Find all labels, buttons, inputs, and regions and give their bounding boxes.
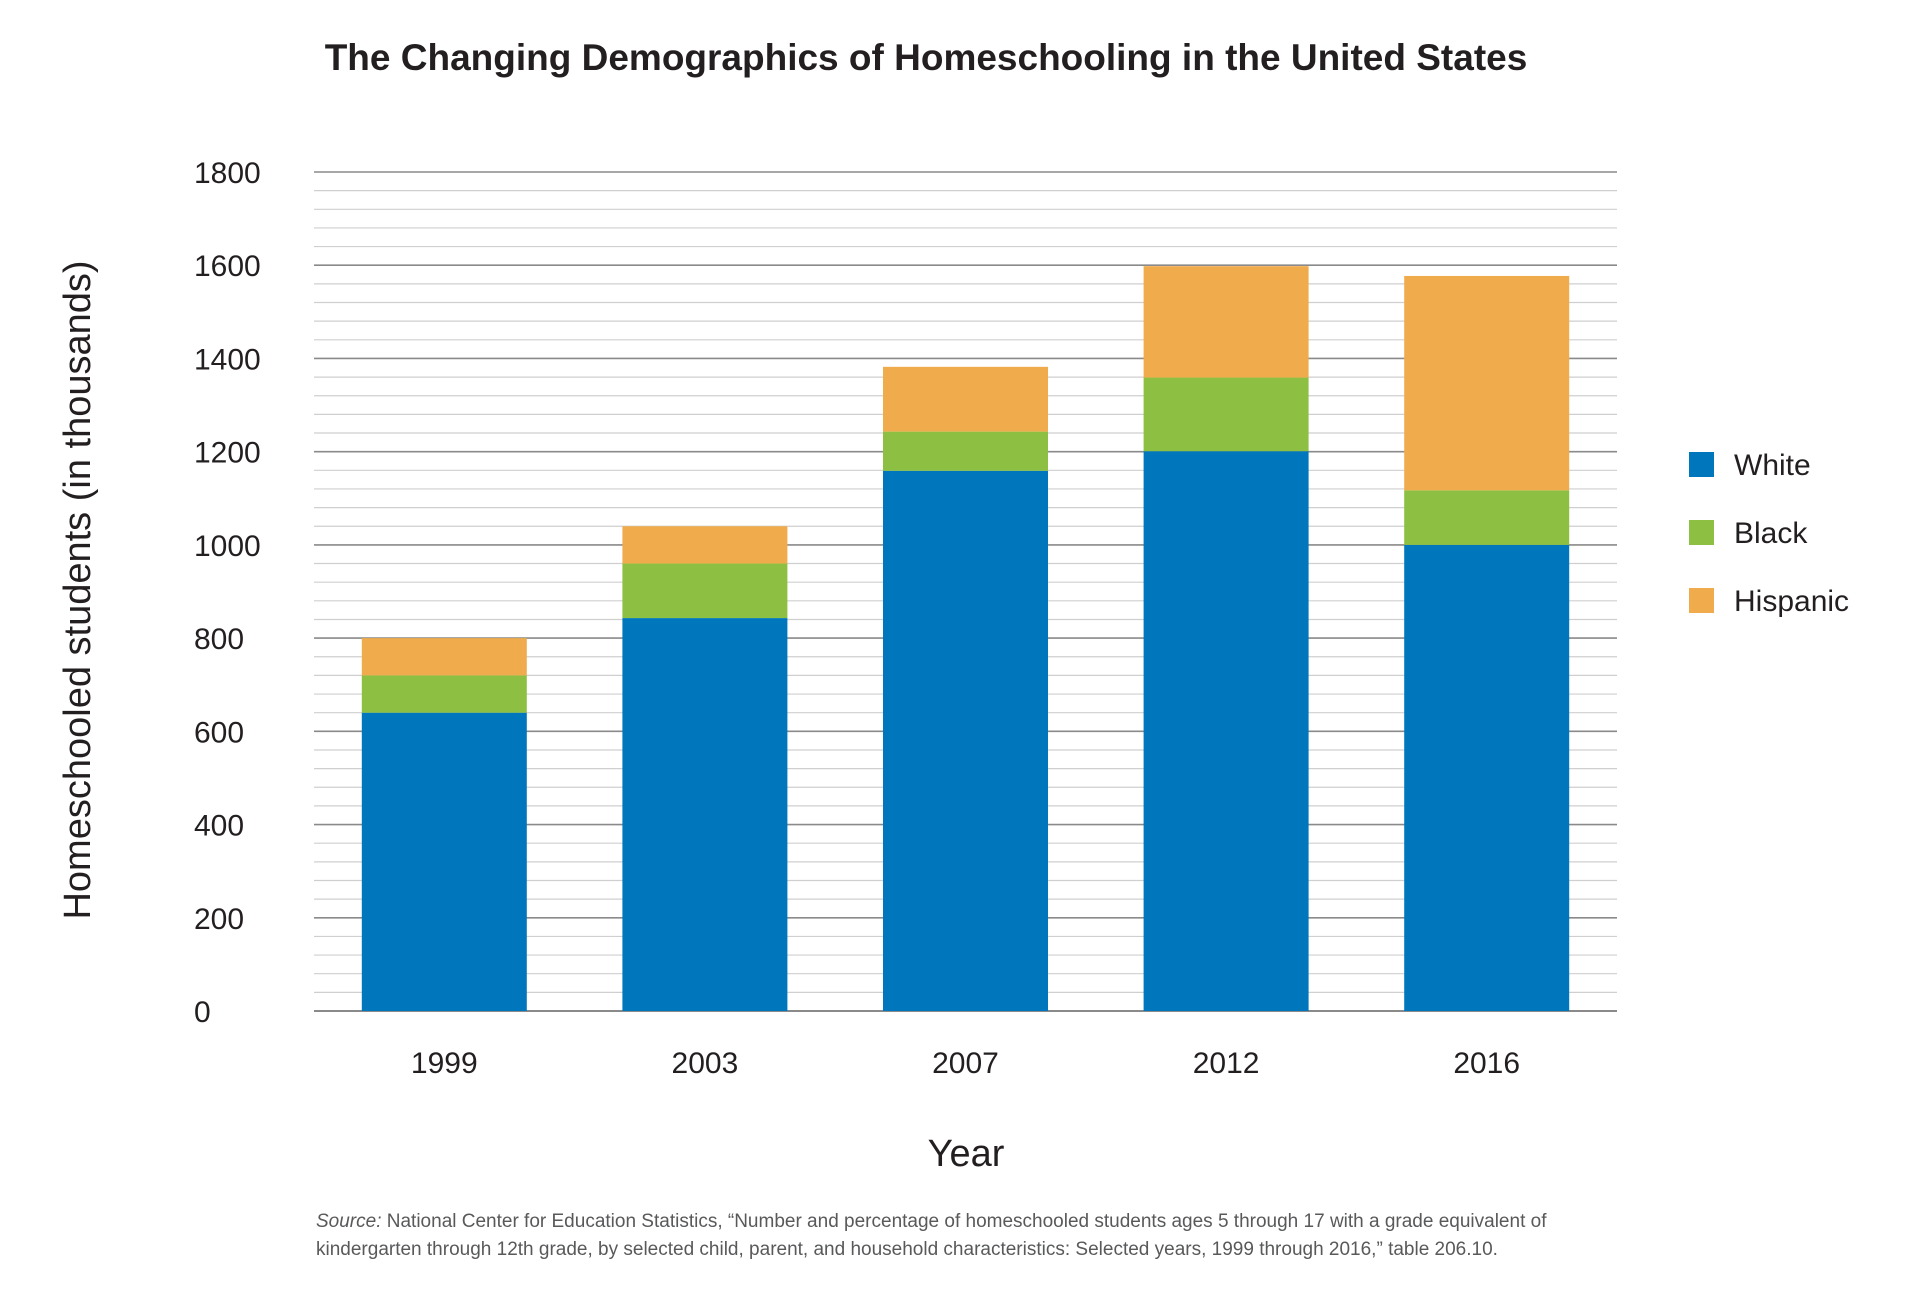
bars [361,266,1570,1011]
y-tick-label: 800 [194,623,244,656]
bar-hispanic-2007 [883,366,1048,432]
bar-black-2016 [1404,490,1570,545]
chart-title: The Changing Demographics of Homeschooli… [325,37,1528,78]
legend: White Black Hispanic [1689,449,1849,618]
x-tick-label: 2003 [672,1047,739,1080]
legend-label-white: White [1734,449,1811,482]
legend-swatch-black [1689,520,1714,545]
y-tick-label: 1800 [194,157,261,190]
x-tick-labels: 1999 2003 2007 2012 2016 [411,1047,1520,1080]
bar-hispanic-2016 [1404,275,1570,491]
bar-black-2012 [1143,377,1309,452]
bar-black-1999 [361,675,527,713]
source-text: National Center for Education Statistics… [316,1211,1547,1260]
bar-white-2003 [622,618,788,1011]
x-tick-label: 1999 [411,1047,478,1080]
y-tick-label: 1000 [194,530,261,563]
bar-white-2016 [1404,544,1570,1011]
bar-hispanic-1999 [361,638,527,676]
bar-black-2003 [622,563,788,619]
source-label: Source: [316,1211,382,1232]
legend-swatch-white [1689,452,1714,477]
bar-black-2007 [883,431,1048,471]
x-tick-label: 2012 [1193,1047,1260,1080]
x-tick-label: 2007 [932,1047,999,1080]
y-tick-label: 1400 [194,343,261,376]
y-tick-label: 1600 [194,250,261,283]
bar-white-1999 [361,712,527,1011]
y-tick-label: 0 [194,996,211,1029]
bar-white-2007 [883,470,1048,1011]
x-tick-label: 2016 [1453,1047,1520,1080]
x-axis-title: Year [928,1133,1005,1175]
y-tick-label: 600 [194,716,244,749]
legend-label-hispanic: Hispanic [1734,585,1849,618]
bar-white-2012 [1143,451,1309,1011]
y-tick-label: 1200 [194,437,261,470]
source-note: Source: National Center for Education St… [316,1208,1626,1264]
y-tick-labels: 0 200 400 600 800 1000 1200 1400 1600 1800 [194,157,261,1029]
bar-hispanic-2003 [622,526,788,564]
bar-hispanic-2012 [1143,266,1309,378]
legend-label-black: Black [1734,517,1808,550]
legend-swatch-hispanic [1689,588,1714,613]
y-tick-label: 400 [194,810,244,843]
y-tick-label: 200 [194,903,244,936]
y-axis-title: Homeschooled students (in thousands) [57,260,99,919]
